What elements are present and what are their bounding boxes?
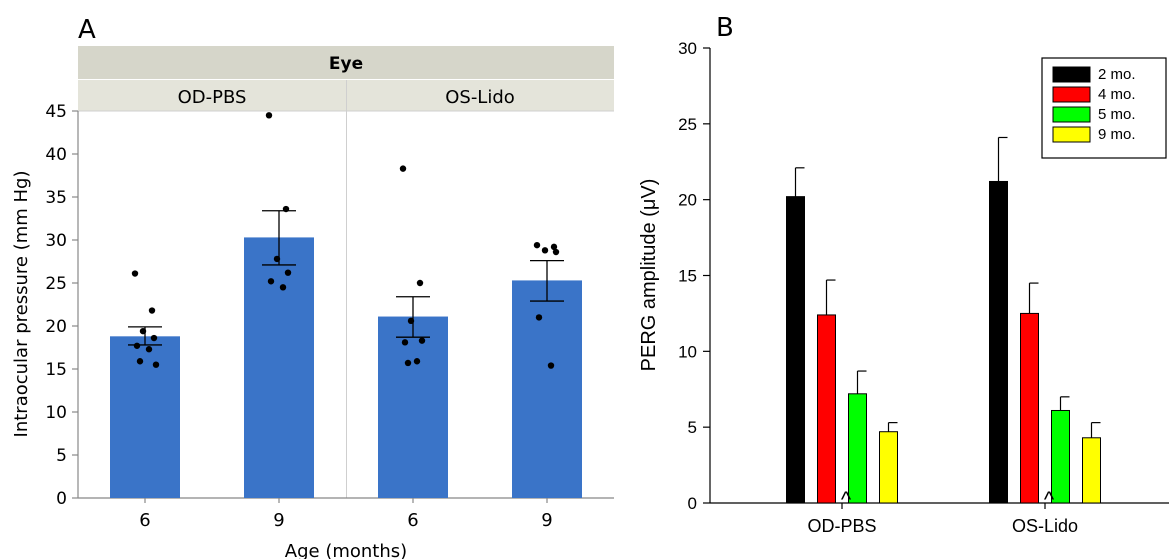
y-tick-label-a: 15	[45, 360, 67, 380]
panel-a: A Eye OD-PBS OS-Lido 051015202530354045 …	[11, 15, 614, 559]
facet-title: Eye	[329, 54, 363, 74]
y-tick-label-b: 0	[688, 494, 697, 513]
x-tick-label-a: 9	[541, 510, 552, 531]
data-point-a	[133, 342, 141, 349]
bar-b-od-pbs-3	[879, 431, 898, 504]
data-point-a	[282, 205, 290, 213]
x-tick-label-b: OD-PBS	[807, 516, 876, 536]
x-tick-label-b: OS-Lido	[1012, 516, 1078, 536]
data-point-a	[267, 278, 275, 285]
data-point-a	[150, 334, 158, 342]
data-point-a	[401, 339, 409, 346]
y-tick-label-b: 25	[678, 115, 697, 134]
facet-title-strip	[78, 46, 614, 79]
bar-a-os-lido-9	[512, 280, 582, 498]
data-point-a	[407, 317, 415, 325]
data-point-a	[533, 241, 541, 249]
data-point-a	[404, 359, 412, 367]
y-tick-label-b: 20	[678, 191, 697, 210]
data-point-a	[413, 358, 421, 365]
category-marker: ^	[841, 487, 852, 512]
legend-label: 2 mo.	[1098, 66, 1136, 83]
legend-swatch	[1052, 66, 1091, 83]
y-tick-label-a: 20	[45, 317, 67, 337]
data-point-a	[547, 362, 555, 369]
y-tick-label-a: 0	[56, 489, 67, 509]
panel-b: B 0 5 10 15 20 25 30 ^ OD-PBS ^ OS-Lido PERG ampl…	[628, 0, 1172, 559]
bar-b-od-pbs-1	[817, 314, 836, 504]
y-axis-title-b: PERG amplitude (μV)	[638, 179, 660, 372]
legend-swatch	[1052, 106, 1091, 123]
panel-a-label: A	[78, 15, 96, 45]
data-point-a	[148, 307, 156, 314]
data-point-a	[535, 314, 543, 321]
bar-a-os-lido-6	[378, 316, 448, 498]
y-ticks-a: 0 5 10 15 20 25 30 35 40 45	[45, 102, 78, 509]
legend-swatch	[1052, 126, 1091, 143]
data-point-a	[273, 255, 281, 263]
data-point-a	[131, 270, 139, 277]
data-point-a	[136, 358, 144, 365]
y-tick-label-a: 45	[45, 102, 67, 122]
bar-b-os-lido-2	[1051, 409, 1070, 504]
bars-a	[110, 112, 582, 499]
facet-header-os	[347, 80, 614, 111]
facet-label-os: OS-Lido	[445, 87, 515, 108]
bars-b	[786, 136, 1101, 504]
legend-b: 2 mo. 4 mo. 5 mo. 9 mo.	[1041, 57, 1167, 159]
x-tick-label-a: 6	[139, 510, 150, 531]
y-ticks-b: 0 5 10 15 20 25 30	[678, 39, 710, 513]
data-point-a	[541, 247, 549, 254]
y-tick-label-a: 25	[45, 274, 67, 294]
data-point-a	[279, 284, 287, 291]
x-tick-label-a: 6	[407, 510, 418, 531]
data-point-a	[284, 269, 292, 276]
data-point-a	[399, 165, 407, 172]
data-point-a	[145, 346, 153, 353]
bar-b-os-lido-0	[989, 180, 1008, 504]
y-tick-label-b: 30	[678, 39, 697, 58]
y-tick-label-b: 15	[678, 267, 697, 286]
bar-b-od-pbs-2	[848, 393, 867, 504]
x-ticks-a: 6 9 6 9	[139, 498, 553, 531]
legend-label: 9 mo.	[1098, 126, 1136, 143]
facet-header-od	[78, 80, 346, 111]
bar-b-os-lido-3	[1082, 437, 1101, 504]
legend-label: 4 mo.	[1098, 86, 1136, 103]
y-tick-label-a: 35	[45, 188, 67, 208]
y-tick-label-a: 30	[45, 231, 67, 251]
x-axis-title-a: Age (months)	[285, 541, 407, 559]
data-point-a	[552, 248, 560, 256]
data-point-a	[152, 361, 160, 368]
data-point-a	[265, 112, 273, 119]
category-marker: ^	[1044, 487, 1055, 512]
legend-swatch	[1052, 86, 1091, 103]
x-tick-label-a: 9	[273, 510, 284, 531]
panel-b-label: B	[716, 13, 734, 43]
data-point-a	[416, 279, 424, 287]
y-axis-title-a: Intraocular pressure (mm Hg)	[11, 171, 32, 438]
data-point-a	[139, 327, 147, 335]
x-ticks-b: ^ OD-PBS ^ OS-Lido	[807, 487, 1078, 536]
y-tick-label-a: 10	[45, 403, 67, 423]
data-point-a	[550, 243, 558, 251]
bar-b-od-pbs-0	[786, 196, 805, 504]
legend-label: 5 mo.	[1098, 106, 1136, 123]
y-tick-label-a: 40	[45, 145, 67, 165]
bar-b-os-lido-1	[1020, 312, 1039, 504]
bar-a-od-pbs-6	[110, 336, 180, 498]
y-tick-label-a: 5	[56, 446, 67, 466]
data-point-a	[418, 337, 426, 344]
y-tick-label-b: 10	[678, 342, 697, 361]
bar-a-od-pbs-9	[244, 237, 314, 499]
y-tick-label-b: 5	[688, 418, 697, 437]
facet-label-od: OD-PBS	[178, 87, 247, 108]
